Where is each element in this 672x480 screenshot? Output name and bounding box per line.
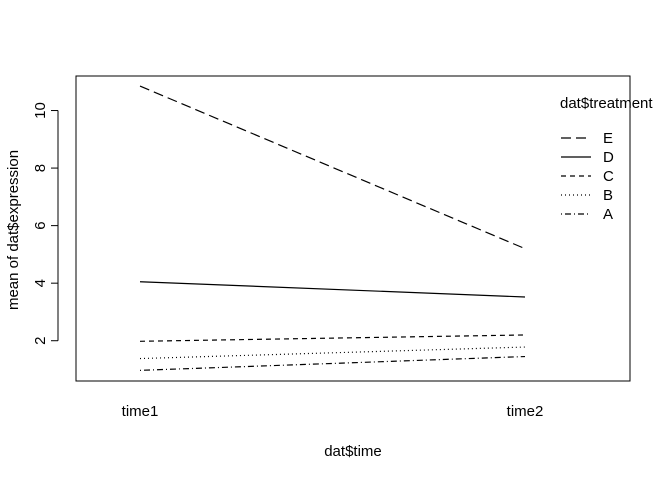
series-line-b: [139, 346, 526, 360]
y-tick-label-10: 10: [32, 102, 49, 119]
plot-frame: [75, 75, 631, 382]
legend-label-a: A: [603, 206, 613, 223]
x-tick-label-time2: time2: [507, 403, 544, 420]
y-tick-label-6: 6: [32, 221, 49, 229]
x-axis-label: dat$time: [324, 443, 382, 460]
series-line-d: [139, 281, 526, 298]
series-line-c: [139, 334, 526, 342]
legend-title: dat$treatment: [560, 95, 653, 112]
legend-label-d: D: [603, 149, 614, 166]
y-axis: 2 4 6 8 10: [32, 102, 59, 345]
legend-label-c: C: [603, 168, 614, 185]
y-axis-label: mean of dat$expression: [5, 150, 22, 310]
legend-label-b: B: [603, 187, 613, 204]
series-line-a: [139, 355, 526, 371]
y-tick-label-8: 8: [32, 164, 49, 172]
series-lines: [139, 85, 526, 371]
y-tick-label-2: 2: [32, 337, 49, 345]
y-tick-label-4: 4: [32, 279, 49, 287]
legend-label-e: E: [603, 130, 613, 147]
series-line-e: [139, 85, 526, 250]
x-tick-label-time1: time1: [122, 403, 159, 420]
x-axis: time1 time2: [122, 403, 544, 420]
